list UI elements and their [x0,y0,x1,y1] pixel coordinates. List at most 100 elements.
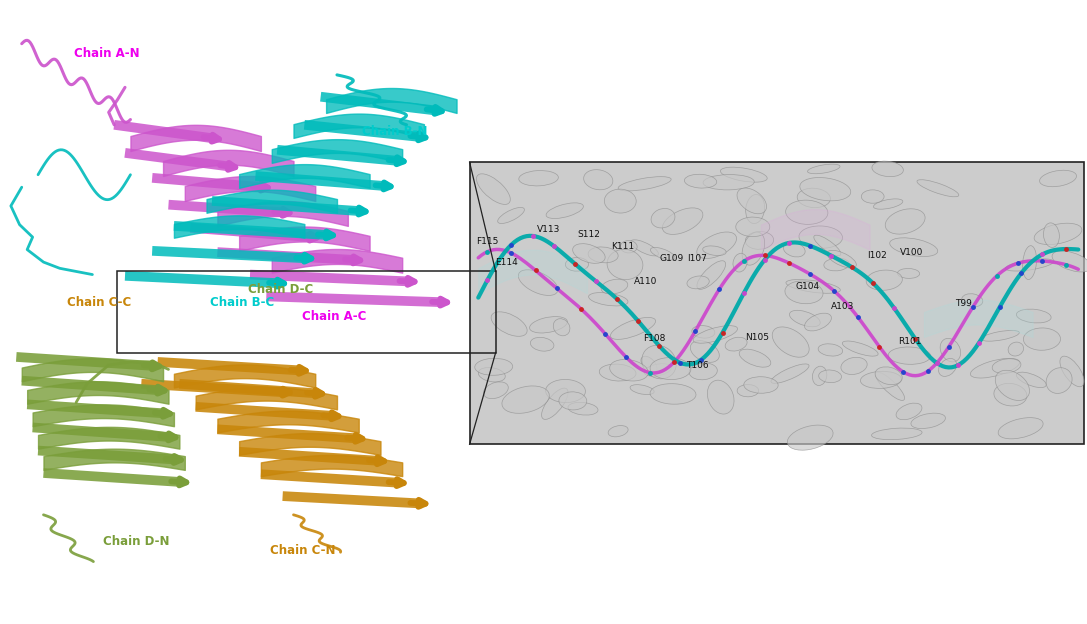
Ellipse shape [824,258,849,271]
Ellipse shape [812,366,827,386]
Ellipse shape [744,377,778,393]
Ellipse shape [819,344,842,356]
Ellipse shape [737,188,766,214]
Text: A103: A103 [830,301,854,311]
Ellipse shape [872,161,903,177]
Ellipse shape [619,177,671,191]
Ellipse shape [842,341,878,356]
Ellipse shape [1008,342,1024,356]
Ellipse shape [736,217,770,236]
Ellipse shape [721,167,767,182]
Ellipse shape [982,331,1020,341]
Ellipse shape [827,250,857,268]
Ellipse shape [491,312,527,336]
Ellipse shape [645,364,672,376]
Ellipse shape [800,178,851,201]
Ellipse shape [861,190,884,203]
Ellipse shape [630,240,659,256]
Ellipse shape [569,402,598,415]
Ellipse shape [650,248,675,260]
Text: A110: A110 [634,277,658,286]
Ellipse shape [785,281,823,304]
Ellipse shape [610,359,648,381]
Ellipse shape [1016,372,1046,388]
Ellipse shape [662,208,703,235]
Ellipse shape [651,208,675,228]
Ellipse shape [1023,246,1037,280]
Ellipse shape [530,338,554,351]
Ellipse shape [584,170,613,190]
Ellipse shape [737,384,759,397]
Ellipse shape [861,371,901,389]
Ellipse shape [573,243,605,263]
Ellipse shape [599,364,636,381]
Ellipse shape [746,195,764,223]
Ellipse shape [553,319,570,336]
Ellipse shape [697,232,737,258]
Ellipse shape [992,359,1021,373]
Ellipse shape [938,358,957,376]
Ellipse shape [814,235,841,256]
Ellipse shape [911,413,946,429]
Ellipse shape [804,313,832,331]
Ellipse shape [784,242,805,257]
Text: Chain A-N: Chain A-N [74,47,139,59]
Ellipse shape [1044,223,1060,248]
Ellipse shape [641,356,657,373]
Text: G109: G109 [660,254,684,263]
Ellipse shape [565,258,588,271]
Text: K111: K111 [611,242,634,251]
Ellipse shape [872,428,922,440]
Ellipse shape [896,403,922,420]
Ellipse shape [1052,251,1087,272]
Ellipse shape [546,203,584,218]
Ellipse shape [641,345,676,379]
Ellipse shape [588,247,619,263]
Ellipse shape [1034,223,1082,245]
Ellipse shape [1060,356,1084,387]
Ellipse shape [866,270,902,290]
Ellipse shape [498,207,524,223]
Ellipse shape [917,180,959,197]
Ellipse shape [601,279,628,294]
Text: V100: V100 [899,248,923,257]
Text: Chain B-N: Chain B-N [362,125,427,137]
Ellipse shape [875,367,902,384]
Ellipse shape [484,382,509,399]
Ellipse shape [996,370,1029,401]
Ellipse shape [559,392,587,410]
Ellipse shape [725,337,747,351]
Ellipse shape [690,341,720,363]
Text: I107: I107 [688,254,708,263]
Ellipse shape [541,388,569,419]
Ellipse shape [703,175,754,190]
Text: F108: F108 [642,334,665,343]
Ellipse shape [694,326,737,343]
Text: Chain A-C: Chain A-C [302,310,366,323]
Ellipse shape [875,372,904,401]
Ellipse shape [1016,309,1051,323]
Ellipse shape [476,174,510,205]
Ellipse shape [888,347,930,364]
Text: F115: F115 [476,236,498,246]
Ellipse shape [789,310,821,327]
Ellipse shape [841,358,867,374]
Ellipse shape [475,358,513,375]
Ellipse shape [889,238,938,256]
Ellipse shape [650,384,696,404]
Text: T106: T106 [686,361,709,371]
Ellipse shape [898,268,920,278]
Ellipse shape [1046,368,1072,394]
Ellipse shape [874,199,903,209]
Ellipse shape [1039,170,1076,187]
Ellipse shape [621,240,637,253]
Text: I102: I102 [867,251,887,260]
Bar [117,271,496,353]
Text: G104: G104 [795,283,820,291]
Ellipse shape [742,232,764,265]
Ellipse shape [819,370,841,383]
Ellipse shape [708,380,734,414]
Ellipse shape [689,363,717,380]
Ellipse shape [1005,259,1053,271]
Ellipse shape [797,188,830,208]
